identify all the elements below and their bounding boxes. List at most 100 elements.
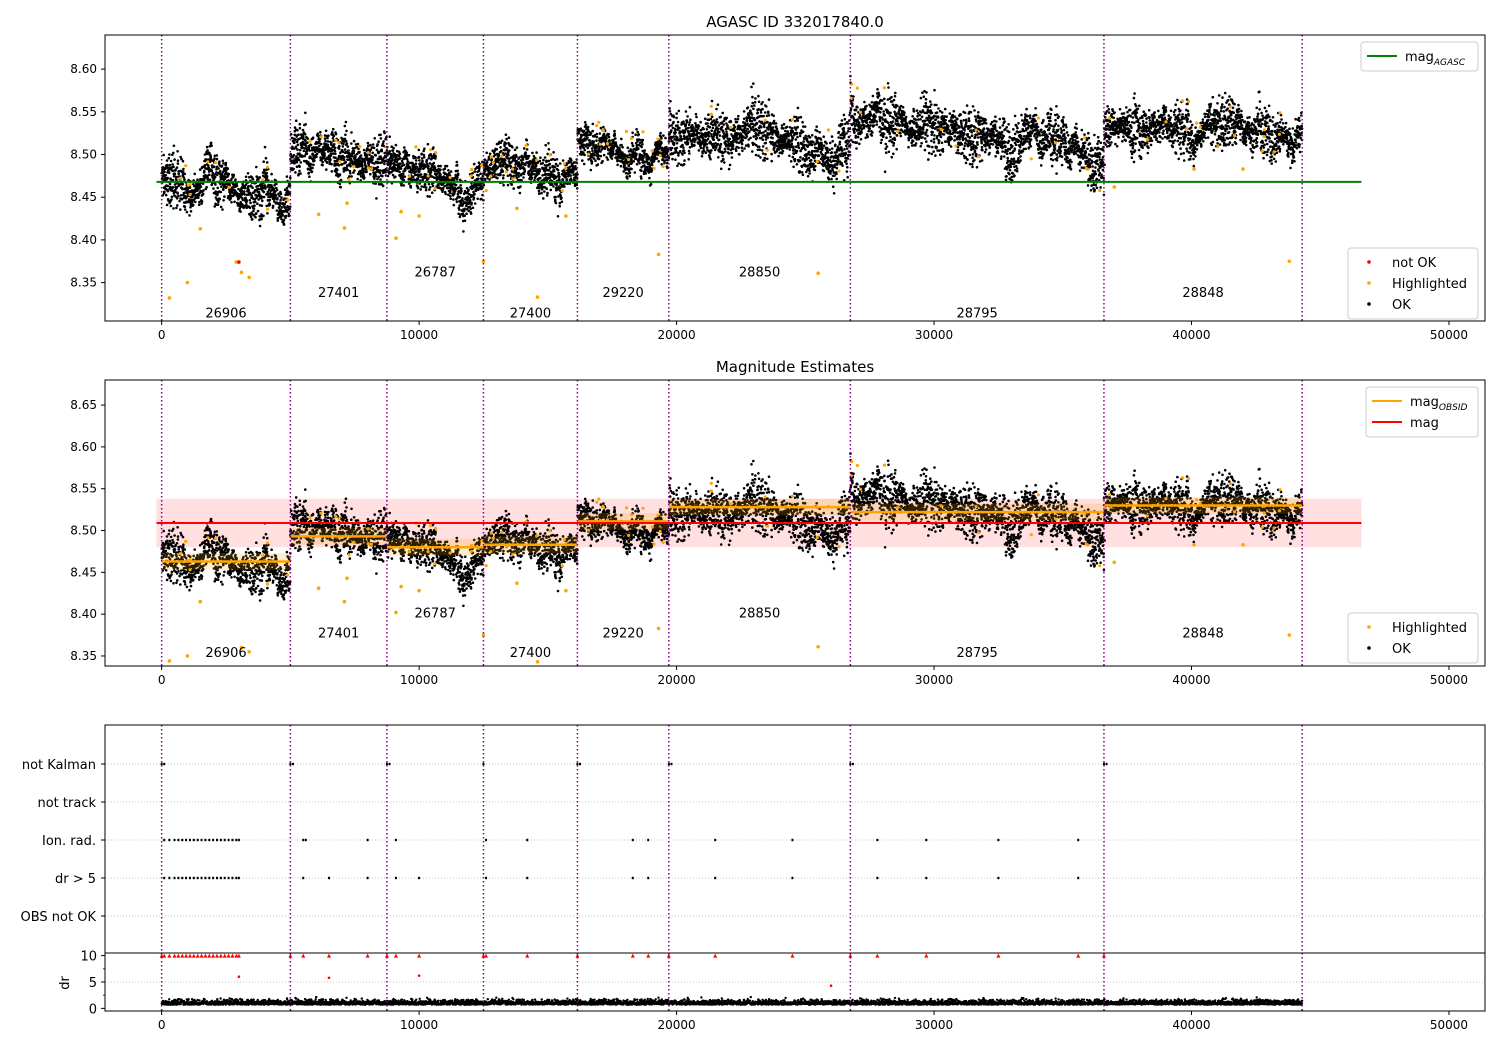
panel1-ok-point: [794, 138, 798, 141]
panel1-ok-point: [371, 143, 375, 146]
panel1-ok-point: [207, 173, 211, 177]
panel1-ok-point: [754, 97, 757, 100]
panel1-ok-point: [764, 129, 767, 133]
panel1-ok-point: [660, 137, 663, 140]
panel1-ok-point: [416, 190, 419, 194]
panel1-ok-point: [469, 207, 473, 211]
panel1-ok-point: [692, 126, 695, 129]
panel1-ok-point: [709, 157, 712, 161]
panel1-ok-point: [330, 170, 334, 173]
panel1-ok-point: [721, 154, 724, 158]
panel1-ok-point: [772, 119, 776, 123]
panel1-ok-point: [356, 177, 360, 181]
panel1-ok-point: [763, 156, 767, 160]
panel1-ok-point: [764, 141, 768, 145]
panel1-ok-point: [254, 200, 257, 204]
panel1-ok-point: [471, 172, 474, 175]
panel1-ok-point: [171, 169, 175, 173]
panel1-ok-point: [323, 154, 327, 157]
panel1-ok-point: [304, 123, 308, 126]
panel1-ok-point: [353, 169, 356, 172]
panel1-ok-point: [394, 175, 397, 179]
panel1-ok-point: [319, 130, 322, 134]
panel1-ok-point: [166, 189, 170, 193]
panel1-ok-point: [719, 142, 723, 146]
panel1-ok-point: [181, 182, 184, 186]
panel1-ok-point: [853, 112, 857, 116]
panel1-ok-point: [183, 208, 187, 211]
panel1-ok-point: [239, 210, 242, 213]
panel1-ok-point: [189, 206, 192, 209]
panel1-ok-point: [715, 118, 719, 121]
panel1-ok-point: [854, 108, 858, 112]
panel1-ok-point: [230, 200, 233, 204]
panel1-ok-point: [391, 159, 394, 162]
panel1-ok-point: [338, 144, 341, 148]
panel1-ok-point: [333, 146, 337, 150]
panel1-highlighted-point: [347, 177, 351, 181]
panel1-ok-point: [546, 191, 549, 195]
panel1-ok-point: [563, 185, 566, 188]
panel1-ok-point: [717, 156, 720, 159]
panel1-ok-point: [373, 137, 377, 140]
panel1-ok-point: [467, 209, 471, 213]
panel1-ok-point: [424, 186, 428, 189]
panel1-ok-point: [414, 162, 418, 165]
panel1-ok-point: [337, 147, 341, 150]
panel1-ok-point: [619, 164, 623, 168]
panel1-ok-point: [245, 199, 249, 203]
panel1-ok-point: [166, 163, 169, 167]
panel1-ok-point: [547, 148, 551, 151]
panel1-ok-point: [759, 156, 762, 159]
panel1-ok-point: [185, 210, 189, 214]
panel1-ok-point: [709, 117, 713, 121]
panel1-ok-point: [602, 132, 606, 136]
panel1-ok-point: [365, 170, 368, 174]
panel1-ok-point: [847, 140, 851, 143]
panel1-ok-point: [418, 170, 421, 174]
panel1-ok-point: [342, 158, 346, 162]
panel1-ok-point: [226, 167, 230, 170]
panel1-ok-point: [376, 165, 380, 169]
panel1-ok-point: [767, 98, 771, 101]
panel1-ok-point: [285, 175, 289, 178]
panel1-ok-point: [845, 170, 849, 173]
panel1-ok-point: [793, 158, 797, 161]
panel1-ok-point: [506, 174, 510, 177]
panel1-ok-point: [263, 170, 266, 173]
panel1-ok-point: [350, 142, 353, 145]
panel1-highlighted-point: [470, 167, 474, 172]
panel1-ok-point: [205, 145, 209, 149]
panel1-ok-point: [383, 131, 386, 135]
panel1-ok-point: [827, 177, 831, 181]
panel1-ok-point: [766, 157, 769, 161]
panel1-ok-point: [248, 199, 252, 202]
panel1-ok-point: [725, 134, 729, 137]
panel1-ok-point: [686, 126, 690, 130]
panel1-ok-point: [674, 158, 677, 161]
panel1-ok-point: [621, 145, 624, 149]
panel1-highlighted-point: [641, 130, 645, 134]
panel1-ok-point: [247, 185, 250, 188]
panel1-ok-point: [496, 176, 499, 180]
panel1-ok-point: [418, 159, 421, 162]
panel1-ok-point: [703, 117, 707, 120]
panel1-ok-point: [216, 193, 219, 197]
panel1-ok-point: [613, 129, 616, 133]
panel1-ok-point: [728, 137, 732, 141]
panel1-ok-point: [375, 148, 379, 152]
panel1-ok-point: [482, 172, 486, 175]
panel1-ok-point: [337, 164, 341, 167]
panel1-ok-point: [696, 127, 700, 130]
panel1-ok-point: [182, 167, 185, 171]
panel1-ok-point: [262, 214, 265, 218]
panel1-ok-point: [723, 161, 726, 164]
panel1-ok-point: [561, 159, 565, 162]
panel1-ok-point: [422, 153, 426, 157]
panel1-ok-point: [540, 191, 543, 195]
panel1-ok-point: [689, 118, 692, 121]
panel1-ok-point: [660, 141, 663, 145]
panel1-ok-point: [260, 204, 264, 207]
panel1-ok-point: [172, 144, 176, 148]
panel1-ok-point: [456, 169, 459, 173]
